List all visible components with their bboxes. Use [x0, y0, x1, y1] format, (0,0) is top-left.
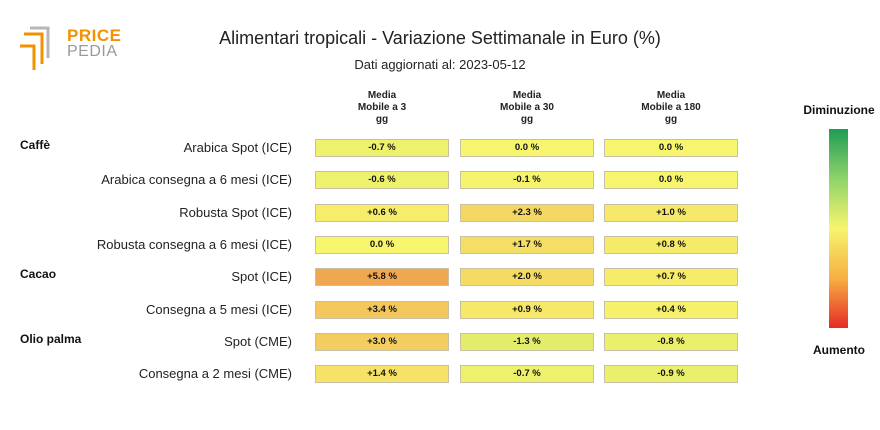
heatmap-cell: 0.0 %	[315, 235, 449, 254]
row-label: Robusta Spot (ICE)	[179, 204, 292, 220]
row-label: Consegna a 5 mesi (ICE)	[146, 301, 292, 317]
group-label: Cacao	[20, 267, 57, 282]
row-label: Arabica consegna a 6 mesi (ICE)	[101, 172, 292, 188]
heatmap-cell: 0.0 %	[604, 171, 738, 190]
heatmap-cell: -0.7 %	[315, 139, 449, 157]
heatmap-cell: -0.8 %	[604, 332, 738, 351]
group-label: Olio palma	[20, 331, 82, 346]
row-label: Consegna a 2 mesi (CME)	[138, 366, 292, 382]
pricepedia-logo: PRICE PEDIA	[20, 24, 130, 74]
row-label: Spot (CME)	[224, 333, 292, 349]
legend-top-label: Diminuzione	[803, 103, 875, 117]
heatmap-cell: +2.3 %	[460, 203, 594, 222]
heatmap-cell: +0.7 %	[604, 268, 738, 287]
heatmap-cell: 0.0 %	[460, 139, 594, 157]
heatmap-cell: +3.4 %	[315, 300, 449, 319]
heatmap-cell: +1.7 %	[460, 235, 594, 254]
column-header-2: Media Mobile a 30 gg	[500, 90, 554, 125]
heatmap-cell: -0.1 %	[460, 171, 594, 190]
heatmap-cell: -0.7 %	[460, 365, 594, 384]
row-label: Spot (ICE)	[231, 269, 292, 285]
legend-color-scale	[829, 129, 848, 328]
heatmap-cell: +5.8 %	[315, 268, 449, 287]
heatmap-cell: +0.8 %	[604, 235, 738, 254]
group-label: Caffè	[20, 138, 51, 152]
row-label: Robusta consegna a 6 mesi (ICE)	[96, 236, 292, 252]
column-header-3: Media Mobile a 180 gg	[641, 90, 701, 125]
row-label: Arabica Spot (ICE)	[183, 140, 292, 155]
heatmap-cell: -0.6 %	[315, 171, 449, 190]
logo-mark-icon	[20, 26, 50, 70]
chart-subtitle: Dati aggiornati al: 2023-05-12	[354, 57, 526, 72]
logo-pedia-text: PEDIA	[67, 43, 118, 60]
heatmap-cell: +1.0 %	[604, 203, 738, 222]
chart-title: Alimentari tropicali - Variazione Settim…	[219, 28, 661, 48]
legend-bottom-label: Aumento	[813, 343, 865, 357]
heatmap-cell: +1.4 %	[315, 365, 449, 384]
heatmap-cell: -1.3 %	[460, 332, 594, 351]
heatmap-cell: +0.4 %	[604, 300, 738, 319]
heatmap-cell: 0.0 %	[604, 139, 738, 157]
logo-price-text: PRICE	[67, 26, 122, 45]
heatmap-cell: +0.9 %	[460, 300, 594, 319]
heatmap-cell: +3.0 %	[315, 332, 449, 351]
heatmap-cell: +0.6 %	[315, 203, 449, 222]
column-header-1: Media Mobile a 3 gg	[357, 90, 407, 125]
heatmap-cell: -0.9 %	[604, 365, 738, 384]
heatmap-cell: +2.0 %	[460, 268, 594, 287]
